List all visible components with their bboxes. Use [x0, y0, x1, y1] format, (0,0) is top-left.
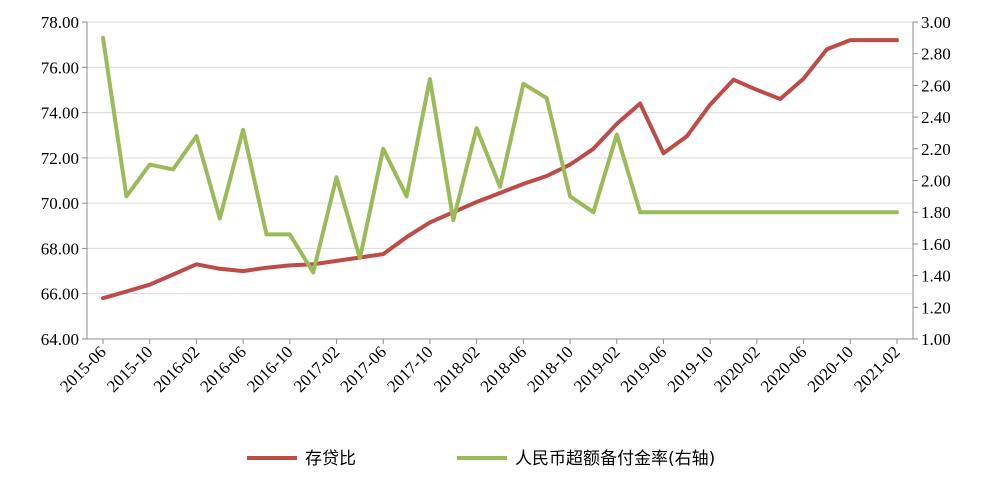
x-tick-label: 2016-02: [150, 342, 204, 396]
x-tick-label: 2018-02: [430, 342, 484, 396]
left-tick-label: 72.00: [41, 149, 79, 168]
x-tick-label: 2018-06: [477, 342, 531, 396]
x-tick-label: 2017-06: [337, 342, 391, 396]
right-tick-label: 2.00: [921, 172, 951, 191]
left-tick-label: 66.00: [41, 285, 79, 304]
series-line-1: [101, 38, 899, 301]
left-tick-label: 64.00: [41, 330, 79, 349]
left-tick-label: 70.00: [41, 194, 79, 213]
right-tick-label: 1.20: [921, 298, 951, 317]
x-tick-label: 2020-02: [710, 342, 764, 396]
right-tick-label: 1.80: [921, 203, 951, 222]
x-tick-label: 2015-10: [103, 342, 157, 396]
x-tick-label: 2017-10: [383, 342, 437, 396]
left-tick-label: 78.00: [41, 13, 79, 32]
x-tick-label: 2018-10: [523, 342, 577, 396]
right-tick-label: 2.20: [921, 140, 951, 159]
x-tick-label: 2016-10: [243, 342, 297, 396]
legend-label-2: 人民币超额备付金率(右轴): [515, 449, 715, 469]
series-line-2: [101, 35, 899, 275]
right-tick-label: 3.00: [921, 13, 951, 32]
x-tick-label: 2019-06: [617, 342, 671, 396]
right-tick-label: 2.60: [921, 76, 951, 95]
x-tick-label: 2020-10: [804, 342, 858, 396]
left-tick-label: 76.00: [41, 58, 79, 77]
right-tick-label: 1.60: [921, 235, 951, 254]
right-tick-label: 1.00: [921, 330, 951, 349]
x-tick-label: 2015-06: [56, 342, 110, 396]
legend-label-1: 存贷比: [305, 449, 356, 469]
left-tick-label: 74.00: [41, 104, 79, 123]
x-tick-label: 2019-10: [663, 342, 717, 396]
x-tick-label: 2019-02: [570, 342, 624, 396]
x-tick-label: 2016-06: [196, 342, 250, 396]
right-tick-label: 1.40: [921, 267, 951, 286]
x-tick-label: 2017-02: [290, 342, 344, 396]
right-tick-label: 2.80: [921, 45, 951, 64]
x-tick-label: 2021-02: [850, 342, 904, 396]
x-tick-label: 2020-06: [757, 342, 811, 396]
left-tick-label: 68.00: [41, 239, 79, 258]
right-tick-label: 2.40: [921, 108, 951, 127]
